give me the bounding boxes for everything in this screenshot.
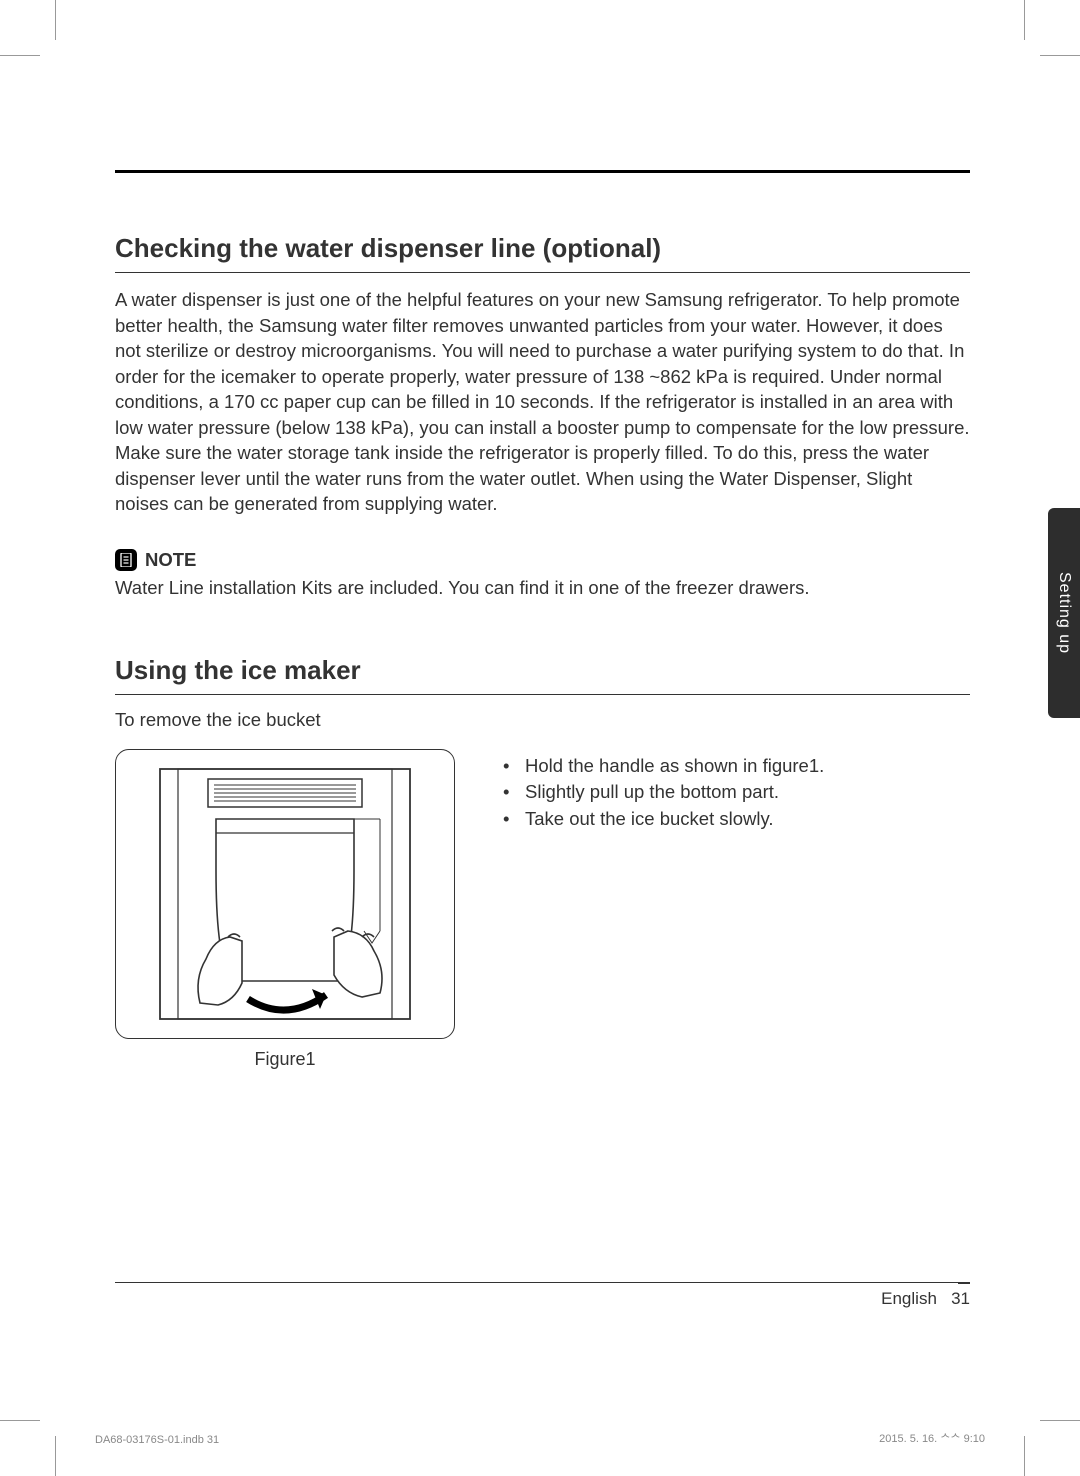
note-label: NOTE <box>145 549 196 571</box>
figure-caption: Figure1 <box>115 1049 455 1070</box>
section-tab: Setting up <box>1048 508 1080 718</box>
footer-right: English 31 <box>115 1289 970 1309</box>
crop-mark <box>1024 0 1025 40</box>
footer-page-number: 31 <box>951 1289 970 1308</box>
print-footer-left: DA68-03176S-01.indb 31 <box>95 1434 219 1446</box>
figure-row: Figure1 Hold the handle as shown in figu… <box>115 749 970 1070</box>
crop-mark <box>0 1420 40 1421</box>
section-tab-label: Setting up <box>1055 572 1073 654</box>
list-item: Slightly pull up the bottom part. <box>489 779 824 806</box>
note-header: NOTE <box>115 549 970 571</box>
heading-ice-maker: Using the ice maker <box>115 655 970 686</box>
subhead-remove-bucket: To remove the ice bucket <box>115 709 970 731</box>
note-text: Water Line installation Kits are include… <box>115 577 970 599</box>
crop-mark <box>1040 1420 1080 1421</box>
footer-language: English <box>881 1289 937 1308</box>
print-footer-right: 2015. 5. 16. ᄉᄉ 9:10 <box>879 1430 985 1446</box>
page-content: Checking the water dispenser line (optio… <box>115 170 970 1070</box>
water-dispenser-paragraph: A water dispenser is just one of the hel… <box>115 287 970 517</box>
crop-mark <box>55 1436 56 1476</box>
heading-underline <box>115 272 970 273</box>
top-rule <box>115 170 970 173</box>
heading-underline <box>115 694 970 695</box>
crop-mark <box>1040 55 1080 56</box>
bullet-list: Hold the handle as shown in figure1. Sli… <box>489 749 824 1070</box>
figure-box: Figure1 <box>115 749 455 1070</box>
figure-illustration <box>115 749 455 1039</box>
crop-mark <box>1024 1436 1025 1476</box>
list-item: Hold the handle as shown in figure1. <box>489 753 824 780</box>
footer-rule <box>115 1282 970 1283</box>
heading-water-dispenser: Checking the water dispenser line (optio… <box>115 233 970 264</box>
note-icon <box>115 549 137 571</box>
page-footer: English 31 <box>115 1282 970 1309</box>
crop-mark <box>0 55 40 56</box>
crop-mark <box>55 0 56 40</box>
list-item: Take out the ice bucket slowly. <box>489 806 824 833</box>
